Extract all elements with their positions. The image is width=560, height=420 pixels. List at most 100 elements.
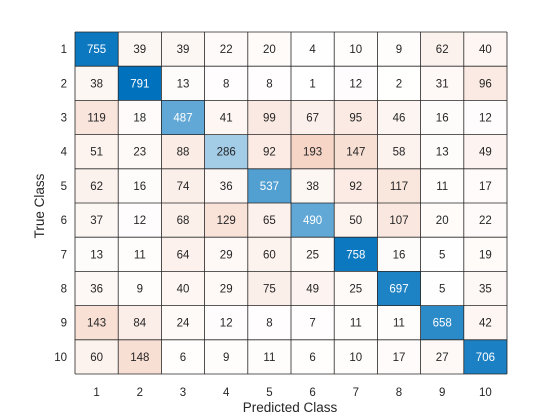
cell-value-label: 62 [436, 44, 449, 56]
cell-value-label: 60 [263, 249, 276, 261]
matrix-cell [463, 305, 507, 340]
cell-value-label: 117 [390, 181, 408, 193]
cell-value-label: 11 [263, 352, 275, 364]
matrix-cell [334, 237, 378, 272]
x-tick-label: 9 [439, 387, 445, 399]
matrix-cell [247, 203, 291, 238]
matrix-cell [334, 32, 378, 67]
matrix-cell [161, 305, 205, 340]
cell-value-label: 17 [479, 181, 492, 193]
matrix-cell [204, 66, 248, 101]
cell-value-label: 11 [134, 249, 146, 261]
cell-value-label: 12 [133, 215, 146, 227]
cell-value-label: 16 [133, 181, 146, 193]
x-tick-label: 8 [396, 387, 402, 399]
cell-value-label: 12 [349, 78, 362, 90]
cell-value-label: 11 [436, 181, 448, 193]
cell-value-label: 65 [263, 215, 276, 227]
x-tick-label: 10 [479, 387, 492, 399]
cell-value-label: 19 [479, 249, 492, 261]
cell-value-label: 40 [177, 284, 190, 296]
matrix-cell [291, 339, 335, 374]
matrix-cell [463, 168, 507, 203]
cell-value-label: 13 [90, 249, 103, 261]
cell-value-label: 16 [436, 113, 449, 125]
cell-value-label: 49 [306, 284, 319, 296]
matrix-cell [334, 66, 378, 101]
matrix-cell [291, 66, 335, 101]
matrix-cell [334, 339, 378, 374]
matrix-cell [247, 66, 291, 101]
cell-value-label: 88 [177, 147, 190, 159]
matrix-cell [377, 100, 421, 135]
matrix-cell [118, 66, 162, 101]
cell-value-label: 36 [220, 181, 233, 193]
matrix-cell [161, 237, 205, 272]
cell-value-label: 12 [220, 318, 233, 330]
matrix-cell [334, 271, 378, 306]
cell-value-label: 9 [137, 284, 143, 296]
y-axis-label: True Class [32, 173, 47, 238]
matrix-cell [377, 66, 421, 101]
cell-value-label: 8 [266, 318, 272, 330]
cell-value-label: 4 [309, 44, 316, 56]
cell-value-label: 64 [177, 249, 190, 261]
matrix-cell [247, 100, 291, 135]
matrix-cell [75, 237, 119, 272]
matrix-cell [463, 66, 507, 101]
matrix-cell [161, 66, 205, 101]
matrix-cell [334, 203, 378, 238]
matrix-cell [161, 134, 205, 169]
matrix-cell [75, 66, 119, 101]
cell-value-label: 107 [389, 215, 408, 227]
matrix-cell [420, 168, 464, 203]
cell-value-label: 67 [306, 113, 319, 125]
cell-value-label: 99 [263, 113, 276, 125]
cell-value-label: 12 [479, 113, 492, 125]
x-tick-label: 6 [309, 387, 315, 399]
matrix-cell [377, 237, 421, 272]
matrix-cell [247, 339, 291, 374]
cell-value-label: 487 [173, 113, 192, 125]
cell-value-label: 147 [346, 147, 365, 159]
cell-value-label: 5 [439, 284, 445, 296]
cell-value-label: 13 [177, 78, 190, 90]
cell-value-label: 42 [479, 318, 492, 330]
cell-value-label: 25 [349, 284, 362, 296]
cell-value-label: 51 [90, 147, 103, 159]
matrix-grid [74, 31, 508, 375]
cell-value-label: 24 [177, 318, 190, 330]
cell-value-label: 38 [306, 181, 319, 193]
matrix-cell [75, 100, 119, 135]
matrix-cell [204, 168, 248, 203]
y-tick-label: 9 [61, 318, 67, 330]
matrix-cell [291, 100, 335, 135]
matrix-cell [420, 134, 464, 169]
matrix-cell [377, 339, 421, 374]
cell-value-label: 41 [220, 113, 233, 125]
matrix-cell [75, 32, 119, 67]
matrix-cell [420, 305, 464, 340]
matrix-cell [75, 305, 119, 340]
cell-value-label: 11 [393, 318, 405, 330]
cell-value-label: 193 [303, 147, 322, 159]
matrix-cell [75, 203, 119, 238]
matrix-cell [420, 100, 464, 135]
cell-value-label: 143 [87, 318, 106, 330]
matrix-cell [377, 168, 421, 203]
cell-value-label: 39 [133, 44, 146, 56]
cell-value-label: 755 [87, 44, 106, 56]
cell-value-label: 22 [220, 44, 233, 56]
matrix-cell [334, 305, 378, 340]
cell-value-label: 96 [479, 78, 492, 90]
matrix-cell [377, 32, 421, 67]
matrix-cell [377, 203, 421, 238]
cell-value-label: 5 [439, 249, 445, 261]
cell-value-label: 95 [349, 113, 362, 125]
y-axis-ticks: 1 2 3 4 5 6 7 8 9 10 [54, 44, 67, 364]
cell-value-label: 20 [436, 215, 449, 227]
cell-value-label: 27 [436, 352, 449, 364]
cell-value-label: 38 [90, 78, 103, 90]
matrix-cell [420, 237, 464, 272]
cell-value-label: 17 [393, 352, 406, 364]
